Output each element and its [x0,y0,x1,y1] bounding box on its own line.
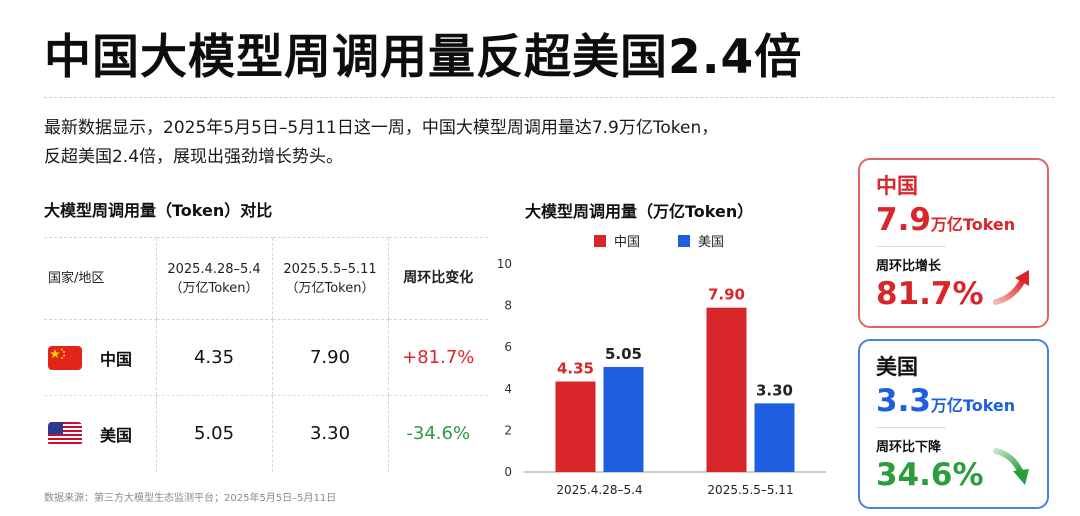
table-title: 大模型周调用量（Token）对比 [44,201,273,220]
table-row-usa: 美国 5.05 3.30 -34.6% [44,395,488,472]
x-tick-label: 2025.5.5–5.11 [707,483,793,497]
comparison-table: 国家/地区 2025.4.28–5.4 （万亿Token） 2025.5.5–5… [44,237,488,472]
header-week2-unit: （万亿Token） [285,280,375,296]
card-usa-pct: 34.6% [876,457,984,493]
bar-china [706,307,747,472]
china-flag-icon [48,345,82,370]
arrow-up-icon [993,270,1029,305]
card-usa-sub: 周环比下降 [876,440,942,455]
header-region: 国家/地区 [44,237,156,320]
data-source-note: 数据来源：第三方大模型生态监测平台；2025年5月5日–5月11日 [44,493,337,504]
header-week1-unit: （万亿Token） [169,280,259,296]
y-tick-label: 0 [504,465,512,479]
card-divider [876,427,946,428]
data-label: 4.35 [557,360,594,378]
y-tick-label: 10 [497,257,512,271]
bar-usa [754,403,795,472]
header-week2-label: 2025.5.5–5.11 [283,261,377,277]
card-usa-unit: 万亿Token [930,396,1016,415]
cell-usa-week2: 3.30 [271,395,388,472]
title-divider [44,97,1054,98]
table-row-china: 中国 4.35 7.90 +81.7% [44,319,488,396]
card-usa-value: 3.3万亿Token [876,383,1031,419]
card-china-pct: 81.7% [876,276,984,312]
cell-usa-change: -34.6% [387,395,488,472]
chart-legend: 中国 美国 [594,231,724,250]
card-china-sub: 周环比增长 [876,259,942,274]
y-tick-label: 2 [504,423,512,437]
legend-swatch-china [594,234,606,247]
country-name: 美国 [100,425,133,445]
data-label: 7.90 [708,286,745,304]
description-line-1: 最新数据显示，2025年5月5日–5月11日这一周，中国大模型周调用量达7.9万… [44,118,719,138]
bar-usa [603,366,644,472]
header-week1-label: 2025.4.28–5.4 [167,261,261,277]
usa-flag-icon [48,421,82,446]
chart-title: 大模型周调用量（万亿Token） [525,202,754,221]
row-china-region: 中国 [44,319,156,396]
data-label: 5.05 [605,345,642,363]
card-china-unit: 万亿Token [930,215,1016,234]
card-china-value: 7.9万亿Token [876,202,1031,238]
card-usa-number: 3.3 [876,383,931,419]
y-tick-label: 4 [504,382,512,396]
legend-label-china: 中国 [614,235,641,250]
description: 最新数据显示，2025年5月5日–5月11日这一周，中国大模型周调用量达7.9万… [44,114,844,172]
card-china-name: 中国 [876,174,918,198]
y-tick-label: 8 [504,299,512,313]
cell-china-week1: 4.35 [155,319,272,396]
x-tick-label: 2025.4.28–5.4 [556,483,642,497]
usa-summary-card: 美国 3.3万亿Token 周环比下降 34.6% [858,339,1049,509]
bar-chart: 0 2 4 6 8 10 4.35 5.05 2025.4.28–5.4 7.90 3.30 2025… [497,257,826,497]
header-change: 周环比变化 [387,237,488,320]
legend-label-usa: 美国 [698,235,725,250]
card-usa-name: 美国 [876,355,918,379]
row-usa-region: 美国 [44,396,156,472]
description-line-2: 反超美国2.4倍，展现出强劲增长势头。 [44,147,344,167]
header-week2: 2025.5.5–5.11 （万亿Token） [271,237,388,320]
arrow-down-icon [993,448,1029,485]
data-label: 3.30 [756,381,793,399]
legend-item-usa: 美国 [678,231,724,250]
legend-swatch-usa [678,234,691,247]
header-week1: 2025.4.28–5.4 （万亿Token） [155,237,272,320]
card-divider [876,246,946,247]
bar-china [555,381,596,472]
cell-china-change: +81.7% [387,319,488,396]
table-header-row: 国家/地区 2025.4.28–5.4 （万亿Token） 2025.5.5–5… [44,237,488,320]
cell-usa-week1: 5.05 [155,395,272,472]
card-china-number: 7.9 [876,202,931,238]
y-tick-label: 6 [504,340,512,354]
legend-item-china: 中国 [594,231,640,250]
page-title: 中国大模型周调用量反超美国2.4倍 [44,30,803,85]
china-summary-card: 中国 7.9万亿Token 周环比增长 81.7% [858,158,1049,328]
country-name: 中国 [100,349,133,369]
cell-china-week2: 7.90 [271,319,388,396]
